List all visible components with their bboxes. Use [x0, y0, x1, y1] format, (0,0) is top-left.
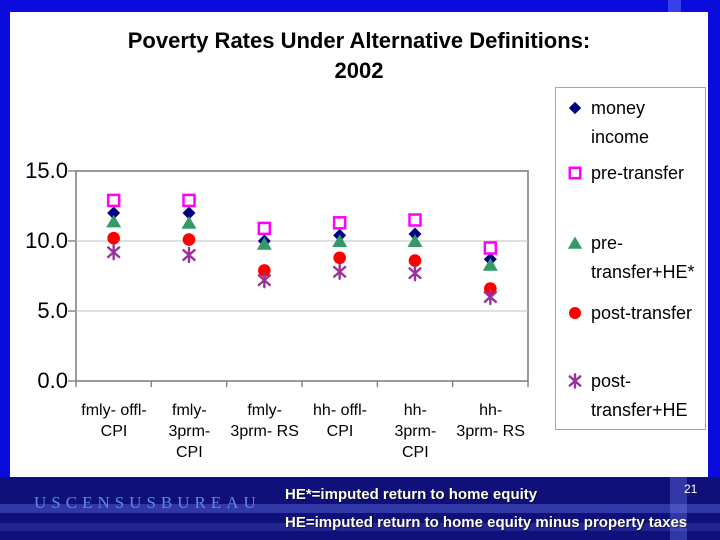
triangle-marker [256, 237, 272, 250]
chart-title-line1: Poverty Rates Under Alternative Definiti… [127, 28, 591, 53]
asterisk-marker [408, 265, 422, 282]
footnote-he: HE=imputed return to home equity minus p… [285, 514, 688, 531]
triangle-marker [482, 258, 498, 271]
footer-stripe-horizontal-2 [0, 523, 720, 531]
circle-marker [484, 282, 497, 295]
x-category-label-line: CPI [175, 444, 203, 461]
asterisk-legend-icon [568, 373, 582, 389]
x-category-label-line: CPI [326, 423, 354, 440]
legend-label-line: transfer+HE* [591, 262, 695, 282]
footer-stripe-vertical [670, 477, 687, 540]
open-square-marker [332, 216, 347, 230]
chart-title-line2: 2002 [334, 58, 384, 83]
triangle-legend-icon [567, 236, 583, 249]
chart-title: Poverty Rates Under Alternative Definiti… [10, 26, 708, 86]
x-category-label-line: 3prm- RS [230, 423, 299, 440]
footnote-he-star: HE*=imputed return to home equity [285, 486, 538, 503]
x-category-label: hh- offl- CPI [301, 400, 379, 442]
triangle-marker [567, 236, 583, 249]
circle-marker [569, 307, 581, 319]
x-category-label-line: 3prm- [394, 423, 437, 440]
x-category-label-line: hh- [479, 402, 503, 419]
circle-marker [258, 264, 271, 277]
diamond-marker [408, 227, 422, 241]
y-tick-label: 0.0 [37, 368, 68, 393]
y-tick-label: 10.0 [25, 228, 68, 253]
x-category-label-line: hh- offl- [313, 402, 367, 419]
legend-label-line: post-transfer [591, 303, 693, 323]
open-square-marker [408, 213, 422, 227]
census-bureau-wordmark: USCENSUSBUREAU [34, 493, 261, 512]
x-category-label-line: CPI [100, 423, 128, 440]
diamond-marker [568, 101, 582, 115]
x-category-label-line: fmly- [247, 402, 282, 419]
legend-label-line: pre- [591, 233, 624, 253]
y-tick-label: 5.0 [37, 298, 68, 323]
footer-bar: USCENSUSBUREAU HE*=imputed return to hom… [0, 477, 720, 540]
open-square-legend-icon [568, 166, 582, 180]
triangle-marker [332, 234, 348, 247]
asterisk-marker [483, 288, 498, 306]
legend-label: post-transfer [591, 299, 692, 328]
circle-marker [107, 231, 120, 245]
footer-stripe-horizontal-1 [0, 504, 720, 513]
x-category-label-line: 3prm- [168, 423, 211, 440]
triangle-marker [106, 214, 122, 228]
chart-canvas: Poverty Rates Under Alternative Definiti… [10, 12, 708, 477]
page-number: 21 [684, 482, 698, 496]
x-category-label-line: 3prm- RS [456, 423, 525, 440]
legend-label-line: transfer+HE [591, 400, 688, 420]
legend-label-line: income [591, 127, 650, 147]
open-square-marker [257, 221, 272, 236]
diamond-marker [107, 206, 121, 220]
open-square-marker [483, 241, 498, 255]
legend-label: money income [591, 94, 649, 152]
open-square-marker [106, 193, 121, 208]
diamond-marker [182, 206, 196, 220]
legend-label: post-transfer+HE [591, 367, 688, 425]
x-category-label-line: CPI [401, 444, 429, 461]
legend-label-line: pre-transfer [591, 163, 685, 183]
diamond-legend-icon [568, 101, 582, 115]
x-category-label-line: fmly- [172, 402, 207, 419]
open-square-marker [182, 193, 196, 208]
legend-item-pre-transfer-he-: pre-transfer+HE* [564, 229, 695, 287]
legend-item-post-transfer-he: post-transfer+HE [564, 367, 688, 425]
circle-marker [408, 254, 422, 267]
asterisk-marker [182, 246, 196, 264]
legend-item-post-transfer: post-transfer [564, 299, 692, 328]
x-category-label: fmly- offl- CPI [75, 400, 153, 442]
x-category-label: fmly- 3prm- RS [226, 400, 304, 442]
x-category-label: fmly- 3prm- CPI [150, 400, 228, 463]
triangle-marker [181, 216, 197, 229]
asterisk-marker [257, 272, 272, 289]
circle-marker [333, 251, 346, 265]
circle-legend-icon [569, 307, 581, 319]
legend-label-line: post- [591, 371, 632, 391]
circle-marker [182, 233, 196, 246]
x-category-label: hh- 3prm- CPI [376, 400, 454, 463]
legend-label: pre-transfer [591, 159, 684, 188]
asterisk-marker [332, 263, 347, 280]
legend-label: pre-transfer+HE* [591, 229, 695, 287]
asterisk-marker [568, 373, 582, 389]
plot-border [75, 170, 529, 382]
legend: money income pre-transfer pre-transfer+HE* p… [555, 87, 706, 430]
asterisk-marker [106, 244, 121, 261]
legend-item-pre-transfer: pre-transfer [564, 159, 684, 188]
plot-area [68, 170, 529, 387]
x-category-label: hh- 3prm- RS [452, 400, 530, 442]
y-tick-label: 15.0 [25, 158, 68, 183]
x-category-label-line: fmly- offl- [81, 402, 147, 419]
x-category-label-line: hh- [403, 402, 427, 419]
open-square-marker [568, 166, 582, 180]
legend-label-line: money [591, 98, 646, 118]
legend-item-money-income: money income [564, 94, 649, 152]
triangle-marker [407, 234, 423, 247]
